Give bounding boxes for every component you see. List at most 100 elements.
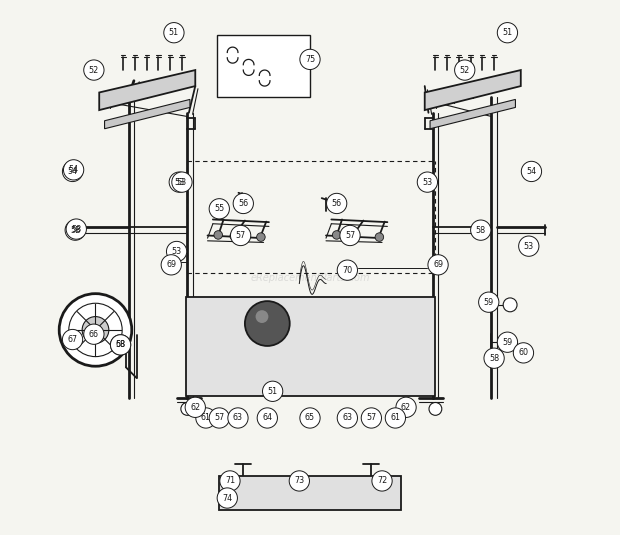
Text: 73: 73	[294, 477, 304, 485]
Circle shape	[519, 236, 539, 256]
Circle shape	[497, 332, 518, 353]
Text: 53: 53	[422, 178, 433, 187]
Circle shape	[497, 22, 518, 43]
Circle shape	[220, 471, 240, 491]
Text: 59: 59	[502, 338, 513, 347]
Text: 57: 57	[214, 414, 224, 423]
Circle shape	[262, 381, 283, 401]
Circle shape	[66, 219, 86, 239]
Circle shape	[245, 301, 290, 346]
Text: 52: 52	[89, 66, 99, 74]
Circle shape	[196, 408, 216, 428]
Text: 55: 55	[214, 204, 224, 213]
Text: 53: 53	[174, 178, 184, 187]
Circle shape	[327, 193, 347, 213]
Circle shape	[110, 335, 131, 355]
Text: 54: 54	[526, 167, 536, 176]
Circle shape	[332, 231, 341, 239]
Circle shape	[214, 231, 223, 239]
Circle shape	[454, 60, 475, 80]
Circle shape	[337, 408, 358, 428]
Circle shape	[375, 233, 384, 241]
Text: 57: 57	[236, 231, 246, 240]
Circle shape	[340, 225, 360, 246]
Text: 74: 74	[222, 493, 232, 502]
Circle shape	[300, 408, 320, 428]
Text: 58: 58	[115, 340, 126, 349]
Text: 66: 66	[89, 330, 99, 339]
Circle shape	[63, 160, 84, 180]
Circle shape	[484, 348, 504, 369]
Text: 62: 62	[190, 403, 200, 412]
Circle shape	[289, 471, 309, 491]
Text: 68: 68	[115, 340, 126, 349]
Bar	[219, 476, 401, 510]
Text: 69: 69	[166, 261, 176, 269]
Circle shape	[161, 255, 182, 275]
Circle shape	[82, 317, 109, 343]
Text: 63: 63	[342, 414, 352, 423]
Text: 56: 56	[238, 199, 249, 208]
Text: 69: 69	[433, 261, 443, 269]
Circle shape	[84, 60, 104, 80]
Text: 51: 51	[169, 28, 179, 37]
Circle shape	[503, 298, 517, 312]
Circle shape	[503, 335, 517, 349]
Circle shape	[90, 325, 101, 335]
Circle shape	[257, 408, 277, 428]
Polygon shape	[430, 100, 515, 129]
Bar	[186, 297, 435, 395]
Text: 51: 51	[502, 28, 513, 37]
Circle shape	[110, 335, 131, 355]
Circle shape	[233, 193, 254, 213]
Circle shape	[372, 471, 392, 491]
Text: 71: 71	[225, 477, 235, 485]
Text: eReplacementParts.com: eReplacementParts.com	[250, 273, 370, 283]
Text: 58: 58	[71, 225, 81, 234]
Circle shape	[255, 310, 268, 323]
Circle shape	[164, 22, 184, 43]
Circle shape	[166, 241, 187, 262]
Circle shape	[228, 408, 248, 428]
Polygon shape	[99, 70, 195, 110]
Polygon shape	[425, 70, 521, 110]
Circle shape	[84, 324, 104, 345]
Text: 58: 58	[476, 226, 486, 235]
Circle shape	[185, 397, 205, 417]
Text: 53: 53	[177, 178, 187, 187]
Circle shape	[471, 220, 491, 240]
Circle shape	[348, 232, 357, 240]
Bar	[216, 35, 310, 97]
Text: 60: 60	[518, 348, 528, 357]
Circle shape	[69, 303, 122, 357]
Circle shape	[361, 408, 381, 428]
Circle shape	[231, 225, 250, 246]
Circle shape	[385, 408, 405, 428]
Circle shape	[169, 172, 189, 192]
Text: 54: 54	[68, 167, 78, 176]
Text: 64: 64	[262, 414, 272, 423]
Text: 5B: 5B	[70, 226, 81, 235]
Circle shape	[479, 292, 499, 312]
Text: 61: 61	[391, 414, 401, 423]
Text: 75: 75	[305, 55, 315, 64]
Text: 52: 52	[459, 66, 470, 74]
Text: 67: 67	[68, 335, 78, 344]
Circle shape	[300, 49, 320, 70]
Circle shape	[63, 330, 82, 350]
Text: 51: 51	[268, 387, 278, 396]
Text: 72: 72	[377, 477, 387, 485]
Text: 53: 53	[524, 242, 534, 251]
Circle shape	[63, 162, 82, 181]
Text: 63: 63	[233, 414, 243, 423]
Circle shape	[417, 172, 438, 192]
Text: 58: 58	[489, 354, 499, 363]
Text: 61: 61	[201, 414, 211, 423]
Text: 65: 65	[305, 414, 315, 423]
Circle shape	[65, 220, 86, 240]
Text: 56: 56	[332, 199, 342, 208]
Circle shape	[209, 408, 229, 428]
Text: 57: 57	[345, 231, 355, 240]
Circle shape	[396, 397, 416, 417]
Circle shape	[172, 172, 192, 192]
